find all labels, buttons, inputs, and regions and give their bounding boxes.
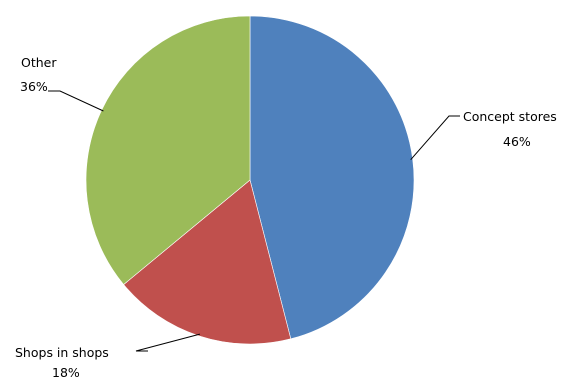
slice-label-concept-stores: Concept stores [463, 109, 557, 124]
pie-slices [85, 15, 415, 345]
pie-slice-shops-in-shops [123, 179, 292, 345]
leader-line-other [48, 90, 104, 112]
slice-value-concept-stores: 46% [503, 134, 531, 149]
leader-line-concept-stores [410, 115, 460, 161]
slice-value-shops-in-shops: 18% [52, 365, 80, 378]
slice-label-other: Other [21, 55, 57, 70]
slice-value-other: 36% [20, 79, 48, 94]
pie-slice-concept-stores [249, 15, 415, 340]
leader-lines [48, 90, 460, 352]
slice-label-shops-in-shops: Shops in shops [15, 345, 109, 360]
leader-line-shops-in-shops [135, 333, 201, 352]
